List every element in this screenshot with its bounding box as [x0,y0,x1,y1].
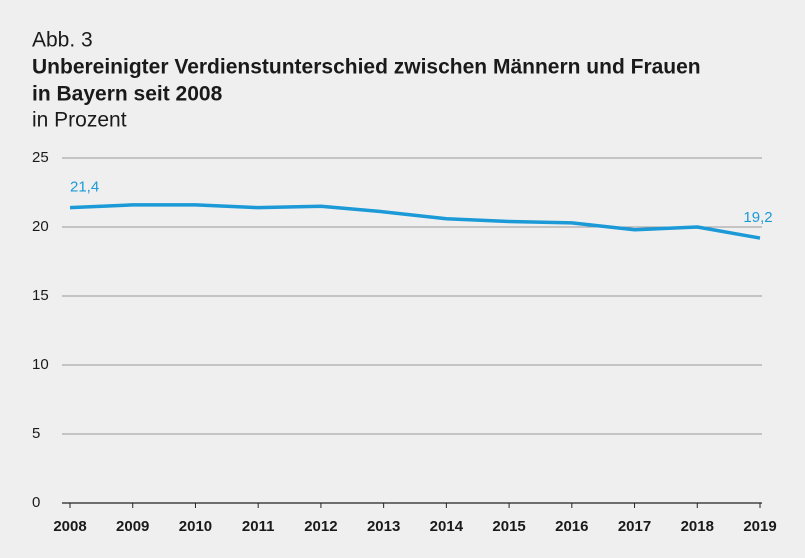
x-tick-label: 2014 [430,518,464,535]
y-tick-label: 0 [32,494,40,511]
chart-title: Unbereinigter Verdienstunterschied zwisc… [32,56,701,79]
x-tick-label: 2016 [555,518,588,535]
x-tick-label: 2008 [53,518,86,535]
figure-label: Abb. 3 [32,29,93,52]
y-tick-label: 20 [32,218,49,235]
data-label: 21,4 [70,179,99,196]
y-tick-label: 10 [32,356,49,373]
x-tick-label: 2010 [179,518,212,535]
x-tick-label: 2009 [116,518,149,535]
data-label: 19,2 [743,209,772,226]
x-tick-label: 2018 [681,518,714,535]
x-tick-label: 2015 [492,518,525,535]
data-line [69,203,761,240]
y-tick-label: 25 [32,149,49,166]
chart-subtitle: in Prozent [32,109,127,132]
x-tick-label: 2019 [743,518,776,535]
x-tick-label: 2017 [618,518,651,535]
x-tick-label: 2013 [367,518,400,535]
y-tick-label: 5 [32,425,40,442]
y-tick-label: 15 [32,287,49,304]
x-tick-label: 2011 [242,518,275,535]
chart-title: in Bayern seit 2008 [32,83,223,106]
x-tick-label: 2012 [304,518,337,535]
